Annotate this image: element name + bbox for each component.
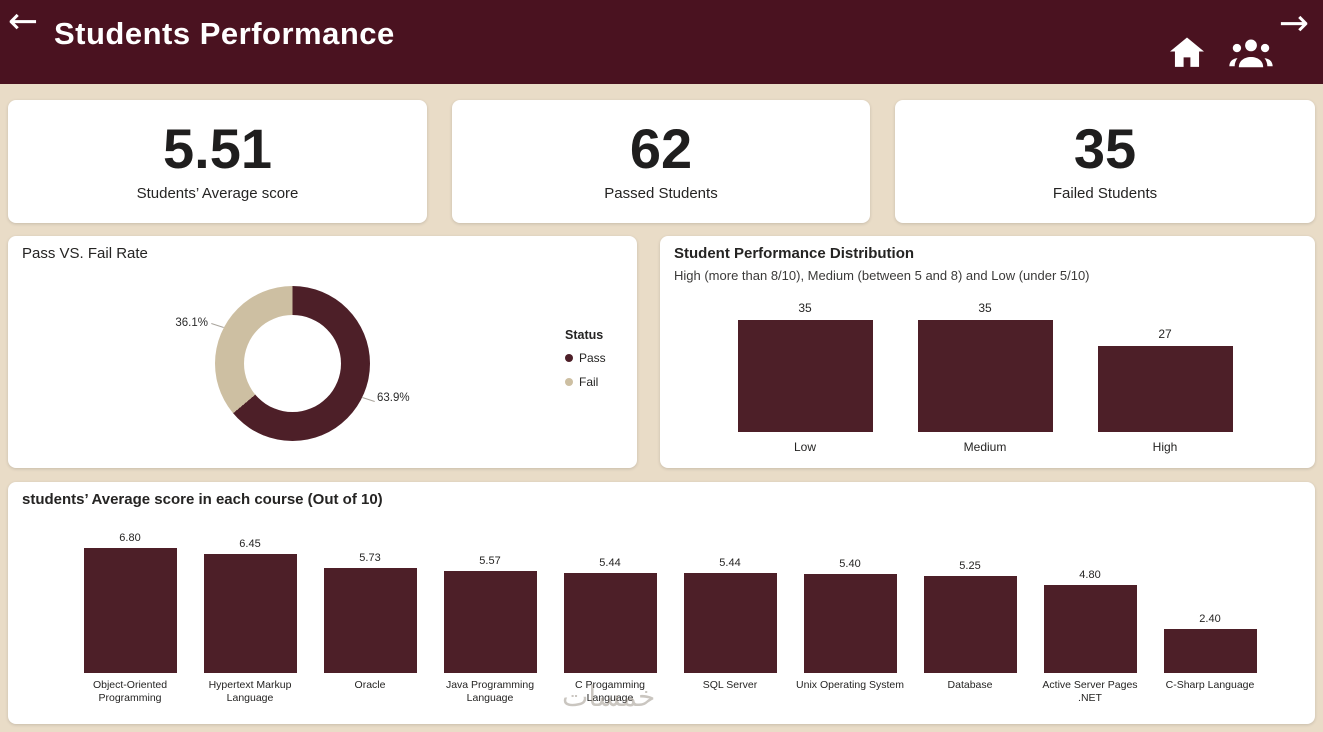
bar-column: 35 Low xyxy=(725,301,885,456)
bar-category-label: Object-Oriented Programming xyxy=(92,679,168,704)
course-average-card: students’ Average score in each course (… xyxy=(8,482,1315,724)
fail-percentage-label: 36.1% xyxy=(175,317,208,329)
bar-column: 6.45 Hypertext Markup Language xyxy=(190,538,310,705)
bar-category-label: C-Sharp Language xyxy=(1165,679,1255,691)
bar-value-label: 2.40 xyxy=(1199,613,1221,625)
bar[interactable] xyxy=(323,568,417,673)
kpi-card-failed-students: 35 Failed Students xyxy=(895,100,1315,223)
kpi-card-passed-students: 62 Passed Students xyxy=(452,100,870,223)
bar-value-label: 6.45 xyxy=(239,538,261,550)
bar-value-label: 4.80 xyxy=(1079,569,1101,581)
bar-value-label: 35 xyxy=(978,301,992,315)
bar-value-label: 6.80 xyxy=(119,532,141,544)
kpi-label: Passed Students xyxy=(604,185,718,202)
bar[interactable] xyxy=(737,320,873,432)
distribution-card: Student Performance Distribution High (m… xyxy=(660,236,1315,468)
kpi-value: 5.51 xyxy=(163,117,272,180)
bar-value-label: 5.73 xyxy=(359,552,381,564)
bar-category-label: Unix Operating System xyxy=(796,679,904,691)
bar-column: 5.73 Oracle xyxy=(310,552,430,705)
page-title: Students Performance xyxy=(54,16,395,51)
home-icon xyxy=(1170,37,1204,67)
bar-column: 5.44 C Progamming Language xyxy=(550,557,670,705)
bar-column: 35 Medium xyxy=(905,301,1065,456)
pass-color-bullet xyxy=(565,354,573,362)
chart-title: Student Performance Distribution xyxy=(674,245,915,262)
bar-value-label: 5.44 xyxy=(719,557,741,569)
bar[interactable] xyxy=(683,573,777,673)
bar-column: 6.80 Object-Oriented Programming xyxy=(70,532,190,705)
bar-category-label: Low xyxy=(793,440,816,454)
bar-category-label: Active Server Pages .NET xyxy=(1042,679,1138,704)
kpi-value: 62 xyxy=(629,117,693,180)
bar[interactable] xyxy=(923,576,1017,673)
kpi-label: Students’ Average score xyxy=(136,185,299,202)
home-button[interactable] xyxy=(1168,36,1206,70)
chart-title: Pass VS. Fail Rate xyxy=(22,245,148,262)
forward-arrow-icon: → xyxy=(1278,3,1309,44)
label-leader-line xyxy=(362,397,375,402)
bar[interactable] xyxy=(917,320,1053,432)
bar-value-label: 35 xyxy=(798,301,812,315)
bar-value-label: 5.44 xyxy=(599,557,621,569)
legend-item-fail[interactable]: Fail xyxy=(565,375,606,389)
legend: Status Pass Fail xyxy=(565,328,606,399)
bar-category-label: C Progamming Language xyxy=(574,679,646,704)
bar-category-label: High xyxy=(1152,440,1178,454)
distribution-bar-chart: 35 Low 35 Medium 27 High xyxy=(725,296,1245,456)
bar-category-label: Oracle xyxy=(354,679,386,691)
people-icon xyxy=(1229,39,1273,68)
legend-item-label: Fail xyxy=(579,375,599,389)
bar-column: 27 High xyxy=(1085,327,1245,456)
label-leader-line xyxy=(211,323,224,328)
bar-value-label: 5.57 xyxy=(479,555,501,567)
kpi-label: Failed Students xyxy=(1052,185,1158,202)
bar[interactable] xyxy=(203,554,297,673)
bar-category-label: Medium xyxy=(963,440,1007,454)
legend-title: Status xyxy=(565,328,604,342)
course-bar-chart: 6.80 Object-Oriented Programming 6.45 Hyper… xyxy=(70,532,1270,705)
bar-column: 5.40 Unix Operating System xyxy=(790,558,910,705)
header: ← Students Performance → xyxy=(0,0,1323,84)
bar-column: 5.25 Database xyxy=(910,560,1030,705)
fail-color-bullet xyxy=(565,378,573,386)
bar-category-label: Hypertext Markup Language xyxy=(208,679,292,704)
bar-category-label: Database xyxy=(947,679,993,691)
chart-subtitle: High (more than 8/10), Medium (between 5… xyxy=(674,268,1090,283)
bar[interactable] xyxy=(443,571,537,673)
bar-column: 5.44 SQL Server xyxy=(670,557,790,705)
kpi-value: 35 xyxy=(1073,117,1137,180)
legend-item-pass[interactable]: Pass xyxy=(565,351,606,365)
bar-value-label: 27 xyxy=(1158,327,1172,341)
bar-category-label: SQL Server xyxy=(702,679,758,691)
bar-value-label: 5.25 xyxy=(959,560,981,572)
bar[interactable] xyxy=(1097,346,1233,432)
bar[interactable] xyxy=(1043,585,1137,673)
pass-fail-card: Pass VS. Fail Rate 36.1% 63.9% Status Pa… xyxy=(8,236,637,468)
bar-column: 4.80 Active Server Pages .NET xyxy=(1030,569,1150,705)
bar-column: 5.57 Java Programming Language xyxy=(430,555,550,705)
forward-button[interactable]: → xyxy=(1279,6,1309,42)
back-arrow-icon: ← xyxy=(8,1,39,42)
donut-chart[interactable] xyxy=(215,286,370,441)
people-button[interactable] xyxy=(1228,34,1274,72)
pass-percentage-label: 63.9% xyxy=(377,392,410,404)
bar-column: 2.40 C-Sharp Language xyxy=(1150,613,1270,705)
bar-category-label: Java Programming Language xyxy=(445,679,535,704)
bar[interactable] xyxy=(83,548,177,673)
bar[interactable] xyxy=(563,573,657,673)
chart-title: students’ Average score in each course (… xyxy=(22,491,383,508)
legend-item-label: Pass xyxy=(579,351,606,365)
bar[interactable] xyxy=(1163,629,1257,673)
bar-value-label: 5.40 xyxy=(839,558,861,570)
bar[interactable] xyxy=(803,574,897,673)
kpi-card-average-score: 5.51 Students’ Average score xyxy=(8,100,427,223)
back-button[interactable]: ← xyxy=(8,4,38,40)
